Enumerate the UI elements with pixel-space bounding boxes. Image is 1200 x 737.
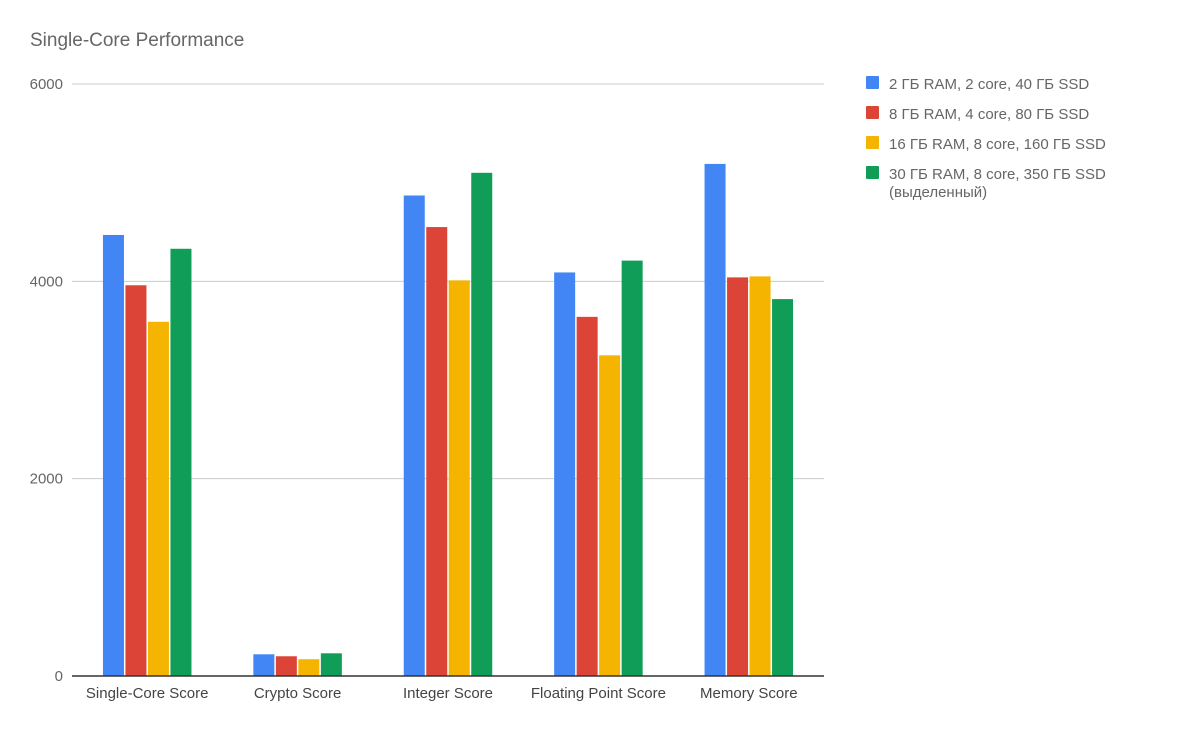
bar	[621, 260, 643, 676]
y-tick-label: 2000	[30, 471, 63, 488]
legend-label: 16 ГБ RAM, 8 core, 160 ГБ SSD	[889, 136, 1106, 153]
bar	[704, 163, 726, 677]
legend-item[interactable]: 2 ГБ RAM, 2 core, 40 ГБ SSD	[866, 76, 1089, 93]
bar	[471, 172, 493, 677]
bar	[253, 654, 275, 676]
legend-label: 8 ГБ RAM, 4 core, 80 ГБ SSD	[889, 106, 1089, 123]
bar	[320, 653, 342, 676]
legend-swatch	[866, 166, 879, 179]
bars	[102, 163, 794, 677]
legend-swatch	[866, 76, 879, 89]
y-tick-label: 0	[55, 668, 63, 685]
legend[interactable]: 2 ГБ RAM, 2 core, 40 ГБ SSD 8 ГБ RAM, 4 c…	[866, 76, 1106, 201]
bar	[275, 656, 297, 676]
bar	[298, 659, 320, 676]
bar	[426, 227, 448, 677]
chart-title: Single-Core Performance	[30, 30, 244, 51]
legend-item[interactable]: 16 ГБ RAM, 8 core, 160 ГБ SSD	[866, 136, 1106, 153]
x-tick-label: Floating Point Score	[531, 685, 666, 702]
bar	[125, 285, 147, 676]
legend-item[interactable]: 30 ГБ RAM, 8 core, 350 ГБ SSD (выделенный…	[866, 166, 1106, 201]
y-tick-label: 4000	[30, 273, 63, 290]
legend-swatch	[866, 136, 879, 149]
bar	[554, 272, 576, 676]
legend-label: 2 ГБ RAM, 2 core, 40 ГБ SSD	[889, 76, 1089, 93]
x-axis: Single-Core Score Crypto Score Integer Sco…	[72, 675, 824, 702]
legend-item[interactable]: 8 ГБ RAM, 4 core, 80 ГБ SSD	[866, 106, 1089, 123]
legend-label: 30 ГБ RAM, 8 core, 350 ГБ SSD (выделенный…	[889, 166, 1106, 201]
bar	[448, 280, 470, 676]
bar	[147, 321, 169, 676]
bar	[727, 277, 749, 676]
bar	[772, 299, 794, 676]
y-tick-label: 6000	[30, 76, 63, 93]
legend-swatch	[866, 106, 879, 119]
x-tick-label: Single-Core Score	[86, 685, 209, 702]
bar	[599, 355, 621, 676]
bar	[403, 195, 425, 676]
x-tick-label: Crypto Score	[254, 685, 342, 702]
x-tick-label: Memory Score	[700, 685, 798, 702]
bar	[576, 316, 598, 676]
bar	[170, 248, 192, 677]
y-axis-ticks: 0 2000 4000 6000	[30, 76, 63, 685]
bar	[749, 276, 771, 676]
x-tick-label: Integer Score	[403, 685, 493, 702]
gridlines	[72, 83, 824, 480]
bar	[102, 234, 124, 676]
